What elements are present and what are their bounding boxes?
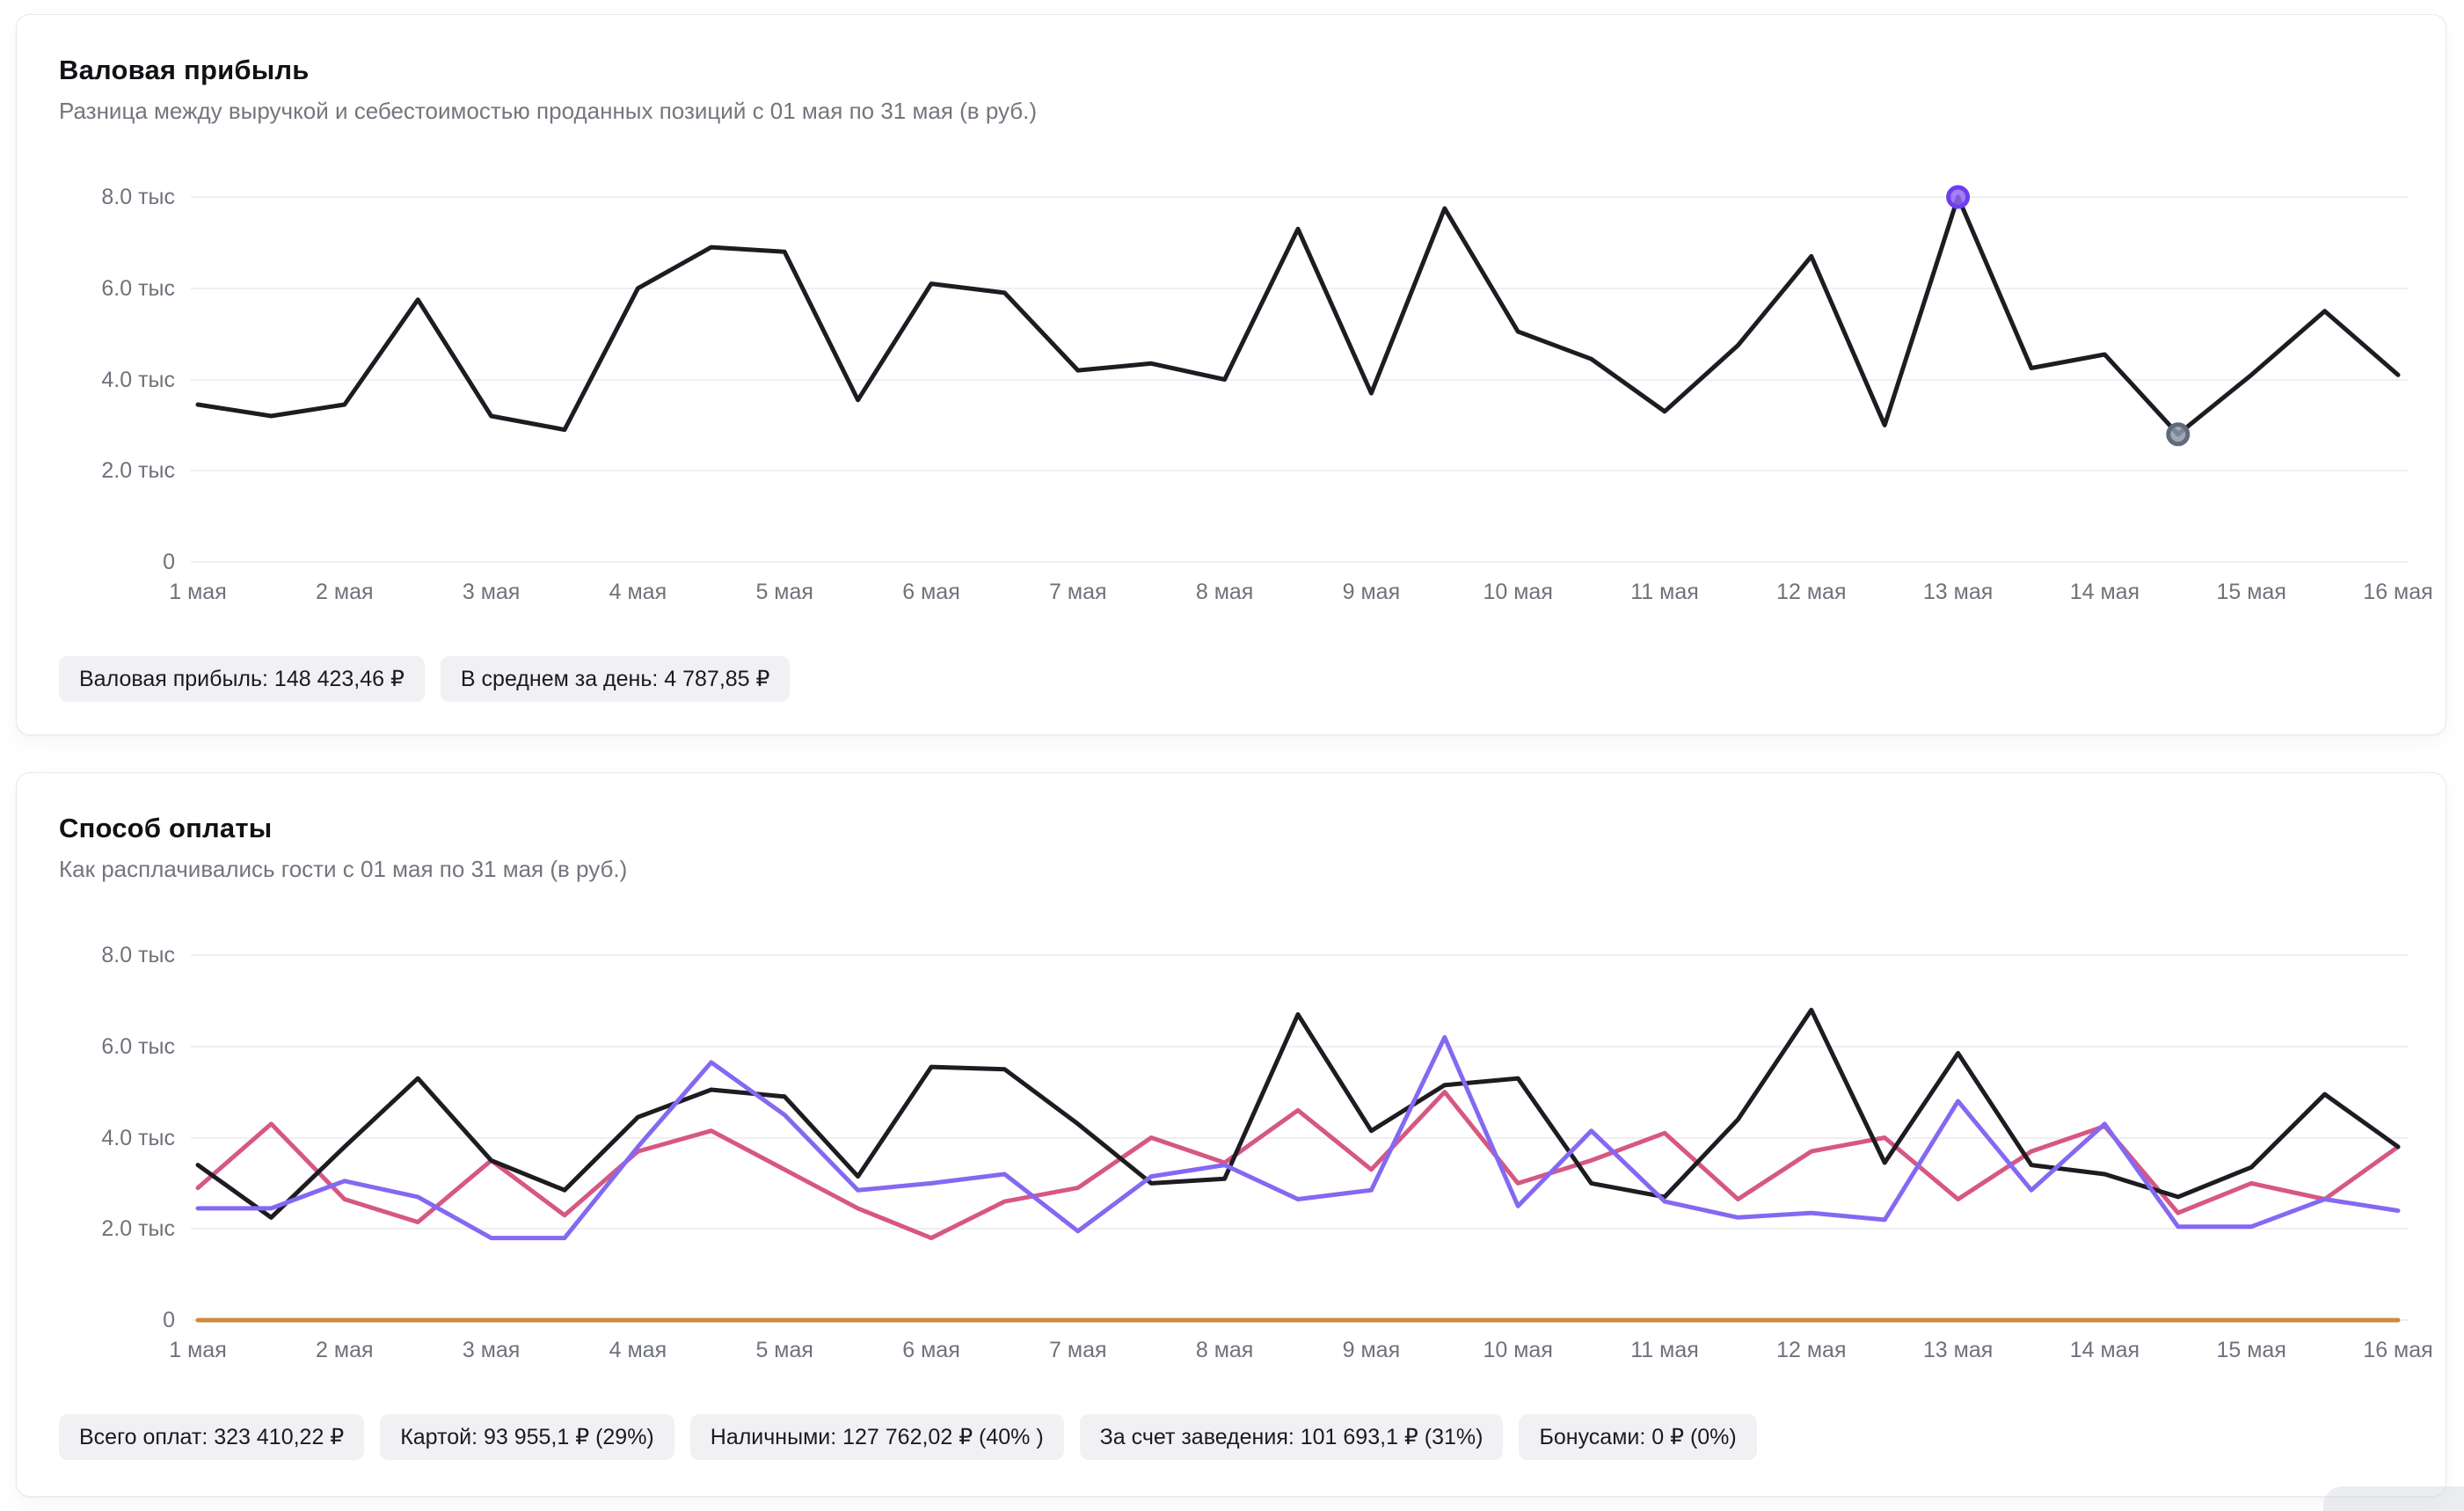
- y-axis-label: 4.0 тыс: [101, 1125, 175, 1150]
- y-axis-label: 0: [163, 550, 175, 574]
- x-axis-label: 13 мая: [1922, 580, 1994, 604]
- x-axis-label: 4 мая: [609, 1338, 667, 1362]
- gross-profit-chart[interactable]: 8.0 тыс 6.0 тыс 4.0 тыс 2.0 тыс 0 1 мая 2 мая 3…: [59, 175, 2432, 628]
- gridline: [191, 954, 2409, 956]
- x-axis-label: 9 мая: [1342, 1338, 1401, 1362]
- chart-canvas: [195, 1007, 2401, 1323]
- gross-profit-card: Валовая прибыль Разница между выручкой и…: [16, 14, 2446, 735]
- payment-method-chart[interactable]: 8.0 тыс 6.0 тыс 4.0 тыс 2.0 тыс 0 1 мая 2 мая 3…: [59, 933, 2432, 1386]
- x-axis-label: 5 мая: [755, 1338, 813, 1362]
- x-axis-label: 4 мая: [609, 580, 667, 604]
- x-axis-label: 10 мая: [1483, 580, 1553, 604]
- stat-badge: Всего оплат: 323 410,22 ₽: [59, 1414, 365, 1460]
- gridline: [191, 1228, 2409, 1230]
- stat-badge: В среднем за день: 4 787,85 ₽: [440, 656, 791, 702]
- max-point-marker[interactable]: [1946, 185, 1971, 209]
- x-axis-label: 8 мая: [1195, 1338, 1254, 1362]
- y-axis-label: 4.0 тыс: [101, 367, 175, 392]
- x-axis-label: 1 мая: [169, 580, 227, 604]
- y-axis-label: 0: [163, 1308, 175, 1332]
- series-line: [195, 1034, 2401, 1241]
- x-axis-label: 6 мая: [902, 1338, 960, 1362]
- x-axis-label: 16 мая: [2363, 580, 2433, 604]
- card-subtitle: Как расплачивались гости с 01 мая по 31 …: [59, 856, 628, 882]
- gridline: [191, 1136, 2409, 1139]
- x-axis-label: 8 мая: [1195, 580, 1254, 604]
- y-axis-label: 6.0 тыс: [101, 275, 175, 301]
- stat-badge: Картой: 93 955,1 ₽ (29%): [380, 1414, 674, 1460]
- x-axis-label: 12 мая: [1776, 1338, 1847, 1362]
- card-title: Валовая прибыль: [59, 55, 310, 85]
- gridline: [191, 287, 2409, 289]
- x-axis-label: 6 мая: [902, 580, 960, 604]
- badge-row: Валовая прибыль: 148 423,46 ₽ В среднем з…: [59, 656, 2403, 702]
- floating-widget-remnant[interactable]: [2323, 1486, 2464, 1511]
- x-axis-label: 14 мая: [2069, 1338, 2140, 1362]
- y-axis-label: 2.0 тыс: [101, 458, 175, 484]
- x-axis-label: 9 мая: [1342, 580, 1401, 604]
- gridline: [191, 1045, 2409, 1047]
- gridline: [191, 561, 2409, 563]
- x-axis-label: 1 мая: [169, 1338, 227, 1362]
- x-axis-label: 12 мая: [1776, 580, 1847, 604]
- x-axis-label: 15 мая: [2216, 580, 2286, 604]
- x-axis-label: 15 мая: [2216, 1338, 2286, 1362]
- x-axis-label: 3 мая: [462, 580, 521, 604]
- x-axis-label: 10 мая: [1483, 1338, 1553, 1362]
- y-axis-label: 2.0 тыс: [101, 1216, 175, 1242]
- x-axis-label: 7 мая: [1049, 1338, 1107, 1362]
- payment-method-card: Способ оплаты Как расплачивались гости с…: [16, 772, 2446, 1497]
- badge-row: Всего оплат: 323 410,22 ₽ Картой: 93 955,…: [59, 1414, 2403, 1460]
- x-axis-label: 11 мая: [1630, 1338, 1699, 1362]
- gridline: [191, 378, 2409, 381]
- x-axis-label: 5 мая: [755, 580, 813, 604]
- x-axis-label: 16 мая: [2363, 1338, 2433, 1362]
- x-axis-label: 3 мая: [462, 1338, 521, 1362]
- x-axis-label: 2 мая: [316, 1338, 374, 1362]
- y-axis-label: 8.0 тыс: [101, 185, 175, 209]
- chart-canvas: [195, 185, 2401, 447]
- min-point-marker[interactable]: [2166, 422, 2191, 447]
- x-axis-label: 11 мая: [1630, 580, 1699, 604]
- stat-badge: Наличными: 127 762,02 ₽ (40% ): [689, 1414, 1064, 1460]
- card-title: Способ оплаты: [59, 813, 273, 843]
- stat-badge: Бонусами: 0 ₽ (0%): [1519, 1414, 1757, 1460]
- x-axis-label: 2 мая: [316, 580, 374, 604]
- y-axis-label: 8.0 тыс: [101, 943, 175, 967]
- stat-badge: За счет заведения: 101 693,1 ₽ (31%): [1079, 1414, 1504, 1460]
- x-axis-label: 14 мая: [2069, 580, 2140, 604]
- gridline: [191, 470, 2409, 472]
- x-axis-label: 13 мая: [1922, 1338, 1994, 1362]
- gridline: [191, 196, 2409, 198]
- stat-badge: Валовая прибыль: 148 423,46 ₽: [59, 656, 425, 702]
- x-axis-label: 7 мая: [1049, 580, 1107, 604]
- series-line: [195, 1007, 2401, 1220]
- card-subtitle: Разница между выручкой и себестоимостью …: [59, 98, 1038, 124]
- series-line: [195, 1090, 2401, 1241]
- series-line: [195, 194, 2401, 437]
- y-axis-label: 6.0 тыс: [101, 1033, 175, 1059]
